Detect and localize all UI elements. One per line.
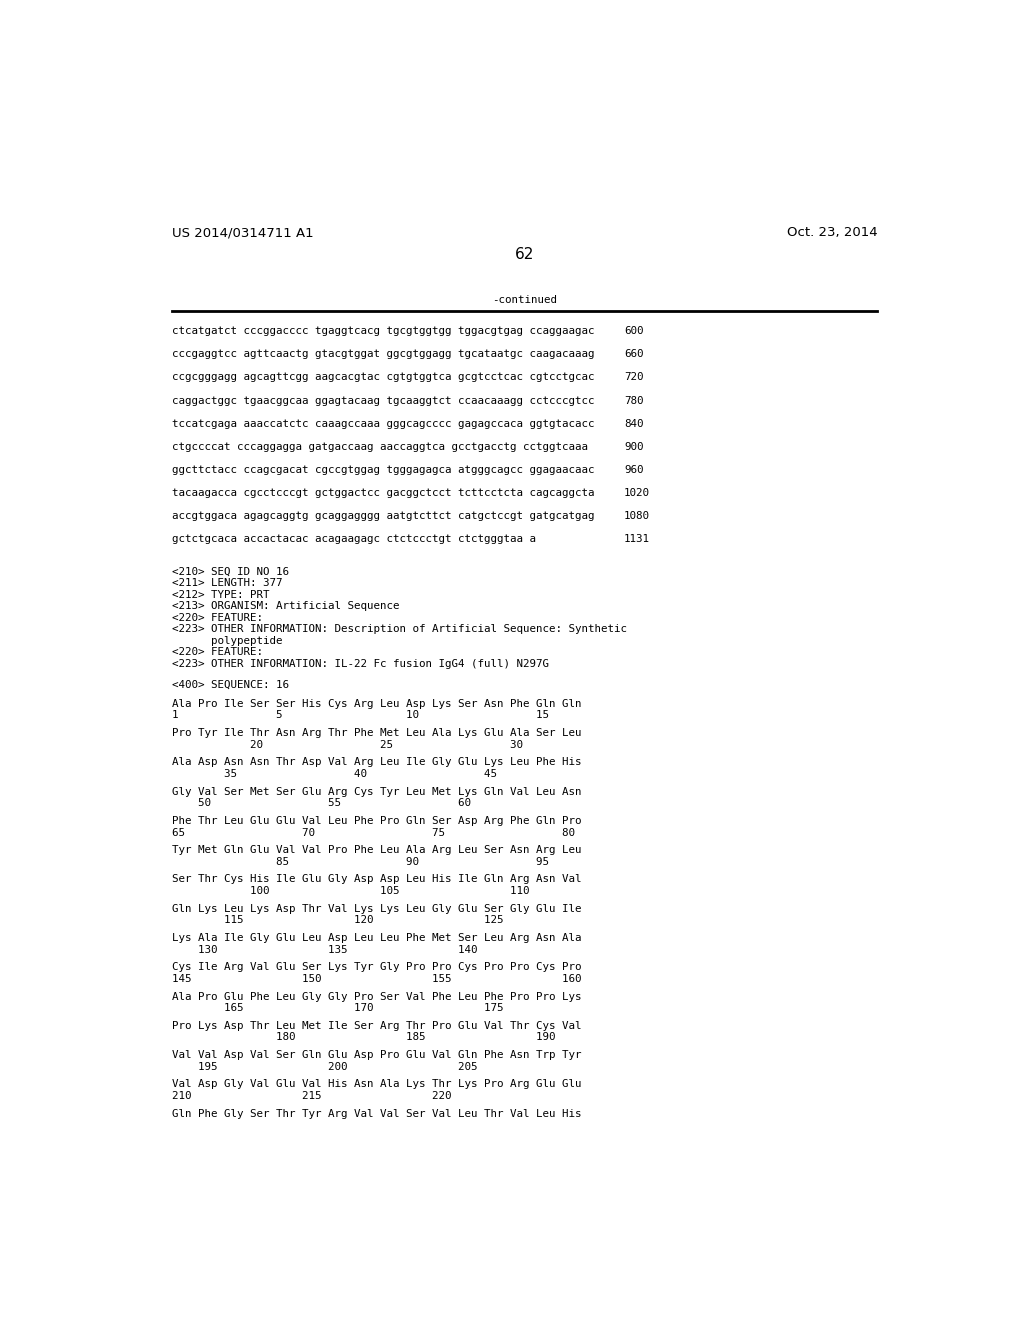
Text: 600: 600 [624,326,643,337]
Text: Gln Lys Leu Lys Asp Thr Val Lys Lys Leu Gly Glu Ser Gly Glu Ile: Gln Lys Leu Lys Asp Thr Val Lys Lys Leu … [172,904,582,913]
Text: 960: 960 [624,465,643,475]
Text: Ala Asp Asn Asn Thr Asp Val Arg Leu Ile Gly Glu Lys Leu Phe His: Ala Asp Asn Asn Thr Asp Val Arg Leu Ile … [172,758,582,767]
Text: 50                  55                  60: 50 55 60 [172,799,471,808]
Text: Ala Pro Glu Phe Leu Gly Gly Pro Ser Val Phe Leu Phe Pro Pro Lys: Ala Pro Glu Phe Leu Gly Gly Pro Ser Val … [172,991,582,1002]
Text: Gln Phe Gly Ser Thr Tyr Arg Val Val Ser Val Leu Thr Val Leu His: Gln Phe Gly Ser Thr Tyr Arg Val Val Ser … [172,1109,582,1118]
Text: <223> OTHER INFORMATION: Description of Artificial Sequence: Synthetic: <223> OTHER INFORMATION: Description of … [172,624,627,634]
Text: <220> FEATURE:: <220> FEATURE: [172,612,263,623]
Text: <400> SEQUENCE: 16: <400> SEQUENCE: 16 [172,680,289,689]
Text: gctctgcaca accactacac acagaagagc ctctccctgt ctctgggtaa a: gctctgcaca accactacac acagaagagc ctctccc… [172,535,537,544]
Text: Pro Tyr Ile Thr Asn Arg Thr Phe Met Leu Ala Lys Glu Ala Ser Leu: Pro Tyr Ile Thr Asn Arg Thr Phe Met Leu … [172,729,582,738]
Text: 1020: 1020 [624,488,650,498]
Text: 1               5                   10                  15: 1 5 10 15 [172,710,549,721]
Text: Oct. 23, 2014: Oct. 23, 2014 [786,226,878,239]
Text: tccatcgaga aaaccatctc caaagccaaa gggcagcccc gagagccaca ggtgtacacc: tccatcgaga aaaccatctc caaagccaaa gggcagc… [172,418,595,429]
Text: 840: 840 [624,418,643,429]
Text: <212> TYPE: PRT: <212> TYPE: PRT [172,590,269,599]
Text: Cys Ile Arg Val Glu Ser Lys Tyr Gly Pro Pro Cys Pro Pro Cys Pro: Cys Ile Arg Val Glu Ser Lys Tyr Gly Pro … [172,962,582,973]
Text: <223> OTHER INFORMATION: IL-22 Fc fusion IgG4 (full) N297G: <223> OTHER INFORMATION: IL-22 Fc fusion… [172,659,549,669]
Text: 720: 720 [624,372,643,383]
Text: 35                  40                  45: 35 40 45 [172,770,498,779]
Text: ggcttctacc ccagcgacat cgccgtggag tgggagagca atgggcagcc ggagaacaac: ggcttctacc ccagcgacat cgccgtggag tgggaga… [172,465,595,475]
Text: 100                 105                 110: 100 105 110 [172,886,529,896]
Text: ccgcgggagg agcagttcgg aagcacgtac cgtgtggtca gcgtcctcac cgtcctgcac: ccgcgggagg agcagttcgg aagcacgtac cgtgtgg… [172,372,595,383]
Text: Val Val Asp Val Ser Gln Glu Asp Pro Glu Val Gln Phe Asn Trp Tyr: Val Val Asp Val Ser Gln Glu Asp Pro Glu … [172,1051,582,1060]
Text: cccgaggtcc agttcaactg gtacgtggat ggcgtggagg tgcataatgc caagacaaag: cccgaggtcc agttcaactg gtacgtggat ggcgtgg… [172,350,595,359]
Text: polypeptide: polypeptide [172,636,283,645]
Text: 195                 200                 205: 195 200 205 [172,1061,477,1072]
Text: caggactggc tgaacggcaa ggagtacaag tgcaaggtct ccaacaaagg cctcccgtcc: caggactggc tgaacggcaa ggagtacaag tgcaagg… [172,396,595,405]
Text: ctgccccat cccaggagga gatgaccaag aaccaggtca gcctgacctg cctggtcaaa: ctgccccat cccaggagga gatgaccaag aaccaggt… [172,442,588,451]
Text: 1080: 1080 [624,511,650,521]
Text: <220> FEATURE:: <220> FEATURE: [172,647,263,657]
Text: tacaagacca cgcctcccgt gctggactcc gacggctcct tcttcctcta cagcaggcta: tacaagacca cgcctcccgt gctggactcc gacggct… [172,488,595,498]
Text: Pro Lys Asp Thr Leu Met Ile Ser Arg Thr Pro Glu Val Thr Cys Val: Pro Lys Asp Thr Leu Met Ile Ser Arg Thr … [172,1020,582,1031]
Text: <210> SEQ ID NO 16: <210> SEQ ID NO 16 [172,566,289,577]
Text: 660: 660 [624,350,643,359]
Text: 65                  70                  75                  80: 65 70 75 80 [172,828,575,837]
Text: Lys Ala Ile Gly Glu Leu Asp Leu Leu Phe Met Ser Leu Arg Asn Ala: Lys Ala Ile Gly Glu Leu Asp Leu Leu Phe … [172,933,582,942]
Text: 1131: 1131 [624,535,650,544]
Text: 210                 215                 220: 210 215 220 [172,1090,452,1101]
Text: 62: 62 [515,247,535,261]
Text: 900: 900 [624,442,643,451]
Text: 165                 170                 175: 165 170 175 [172,1003,504,1012]
Text: Gly Val Ser Met Ser Glu Arg Cys Tyr Leu Met Lys Gln Val Leu Asn: Gly Val Ser Met Ser Glu Arg Cys Tyr Leu … [172,787,582,797]
Text: ctcatgatct cccggacccc tgaggtcacg tgcgtggtgg tggacgtgag ccaggaagac: ctcatgatct cccggacccc tgaggtcacg tgcgtgg… [172,326,595,337]
Text: Val Asp Gly Val Glu Val His Asn Ala Lys Thr Lys Pro Arg Glu Glu: Val Asp Gly Val Glu Val His Asn Ala Lys … [172,1080,582,1089]
Text: US 2014/0314711 A1: US 2014/0314711 A1 [172,226,313,239]
Text: Tyr Met Gln Glu Val Val Pro Phe Leu Ala Arg Leu Ser Asn Arg Leu: Tyr Met Gln Glu Val Val Pro Phe Leu Ala … [172,845,582,855]
Text: 145                 150                 155                 160: 145 150 155 160 [172,974,582,983]
Text: <211> LENGTH: 377: <211> LENGTH: 377 [172,578,283,587]
Text: 20                  25                  30: 20 25 30 [172,739,523,750]
Text: -continued: -continued [493,296,557,305]
Text: 780: 780 [624,396,643,405]
Text: Phe Thr Leu Glu Glu Val Leu Phe Pro Gln Ser Asp Arg Phe Gln Pro: Phe Thr Leu Glu Glu Val Leu Phe Pro Gln … [172,816,582,826]
Text: accgtggaca agagcaggtg gcaggagggg aatgtcttct catgctccgt gatgcatgag: accgtggaca agagcaggtg gcaggagggg aatgtct… [172,511,595,521]
Text: 115                 120                 125: 115 120 125 [172,915,504,925]
Text: <213> ORGANISM: Artificial Sequence: <213> ORGANISM: Artificial Sequence [172,601,399,611]
Text: Ala Pro Ile Ser Ser His Cys Arg Leu Asp Lys Ser Asn Phe Gln Gln: Ala Pro Ile Ser Ser His Cys Arg Leu Asp … [172,700,582,709]
Text: 180                 185                 190: 180 185 190 [172,1032,556,1043]
Text: Ser Thr Cys His Ile Glu Gly Asp Asp Leu His Ile Gln Arg Asn Val: Ser Thr Cys His Ile Glu Gly Asp Asp Leu … [172,875,582,884]
Text: 130                 135                 140: 130 135 140 [172,945,477,954]
Text: 85                  90                  95: 85 90 95 [172,857,549,867]
